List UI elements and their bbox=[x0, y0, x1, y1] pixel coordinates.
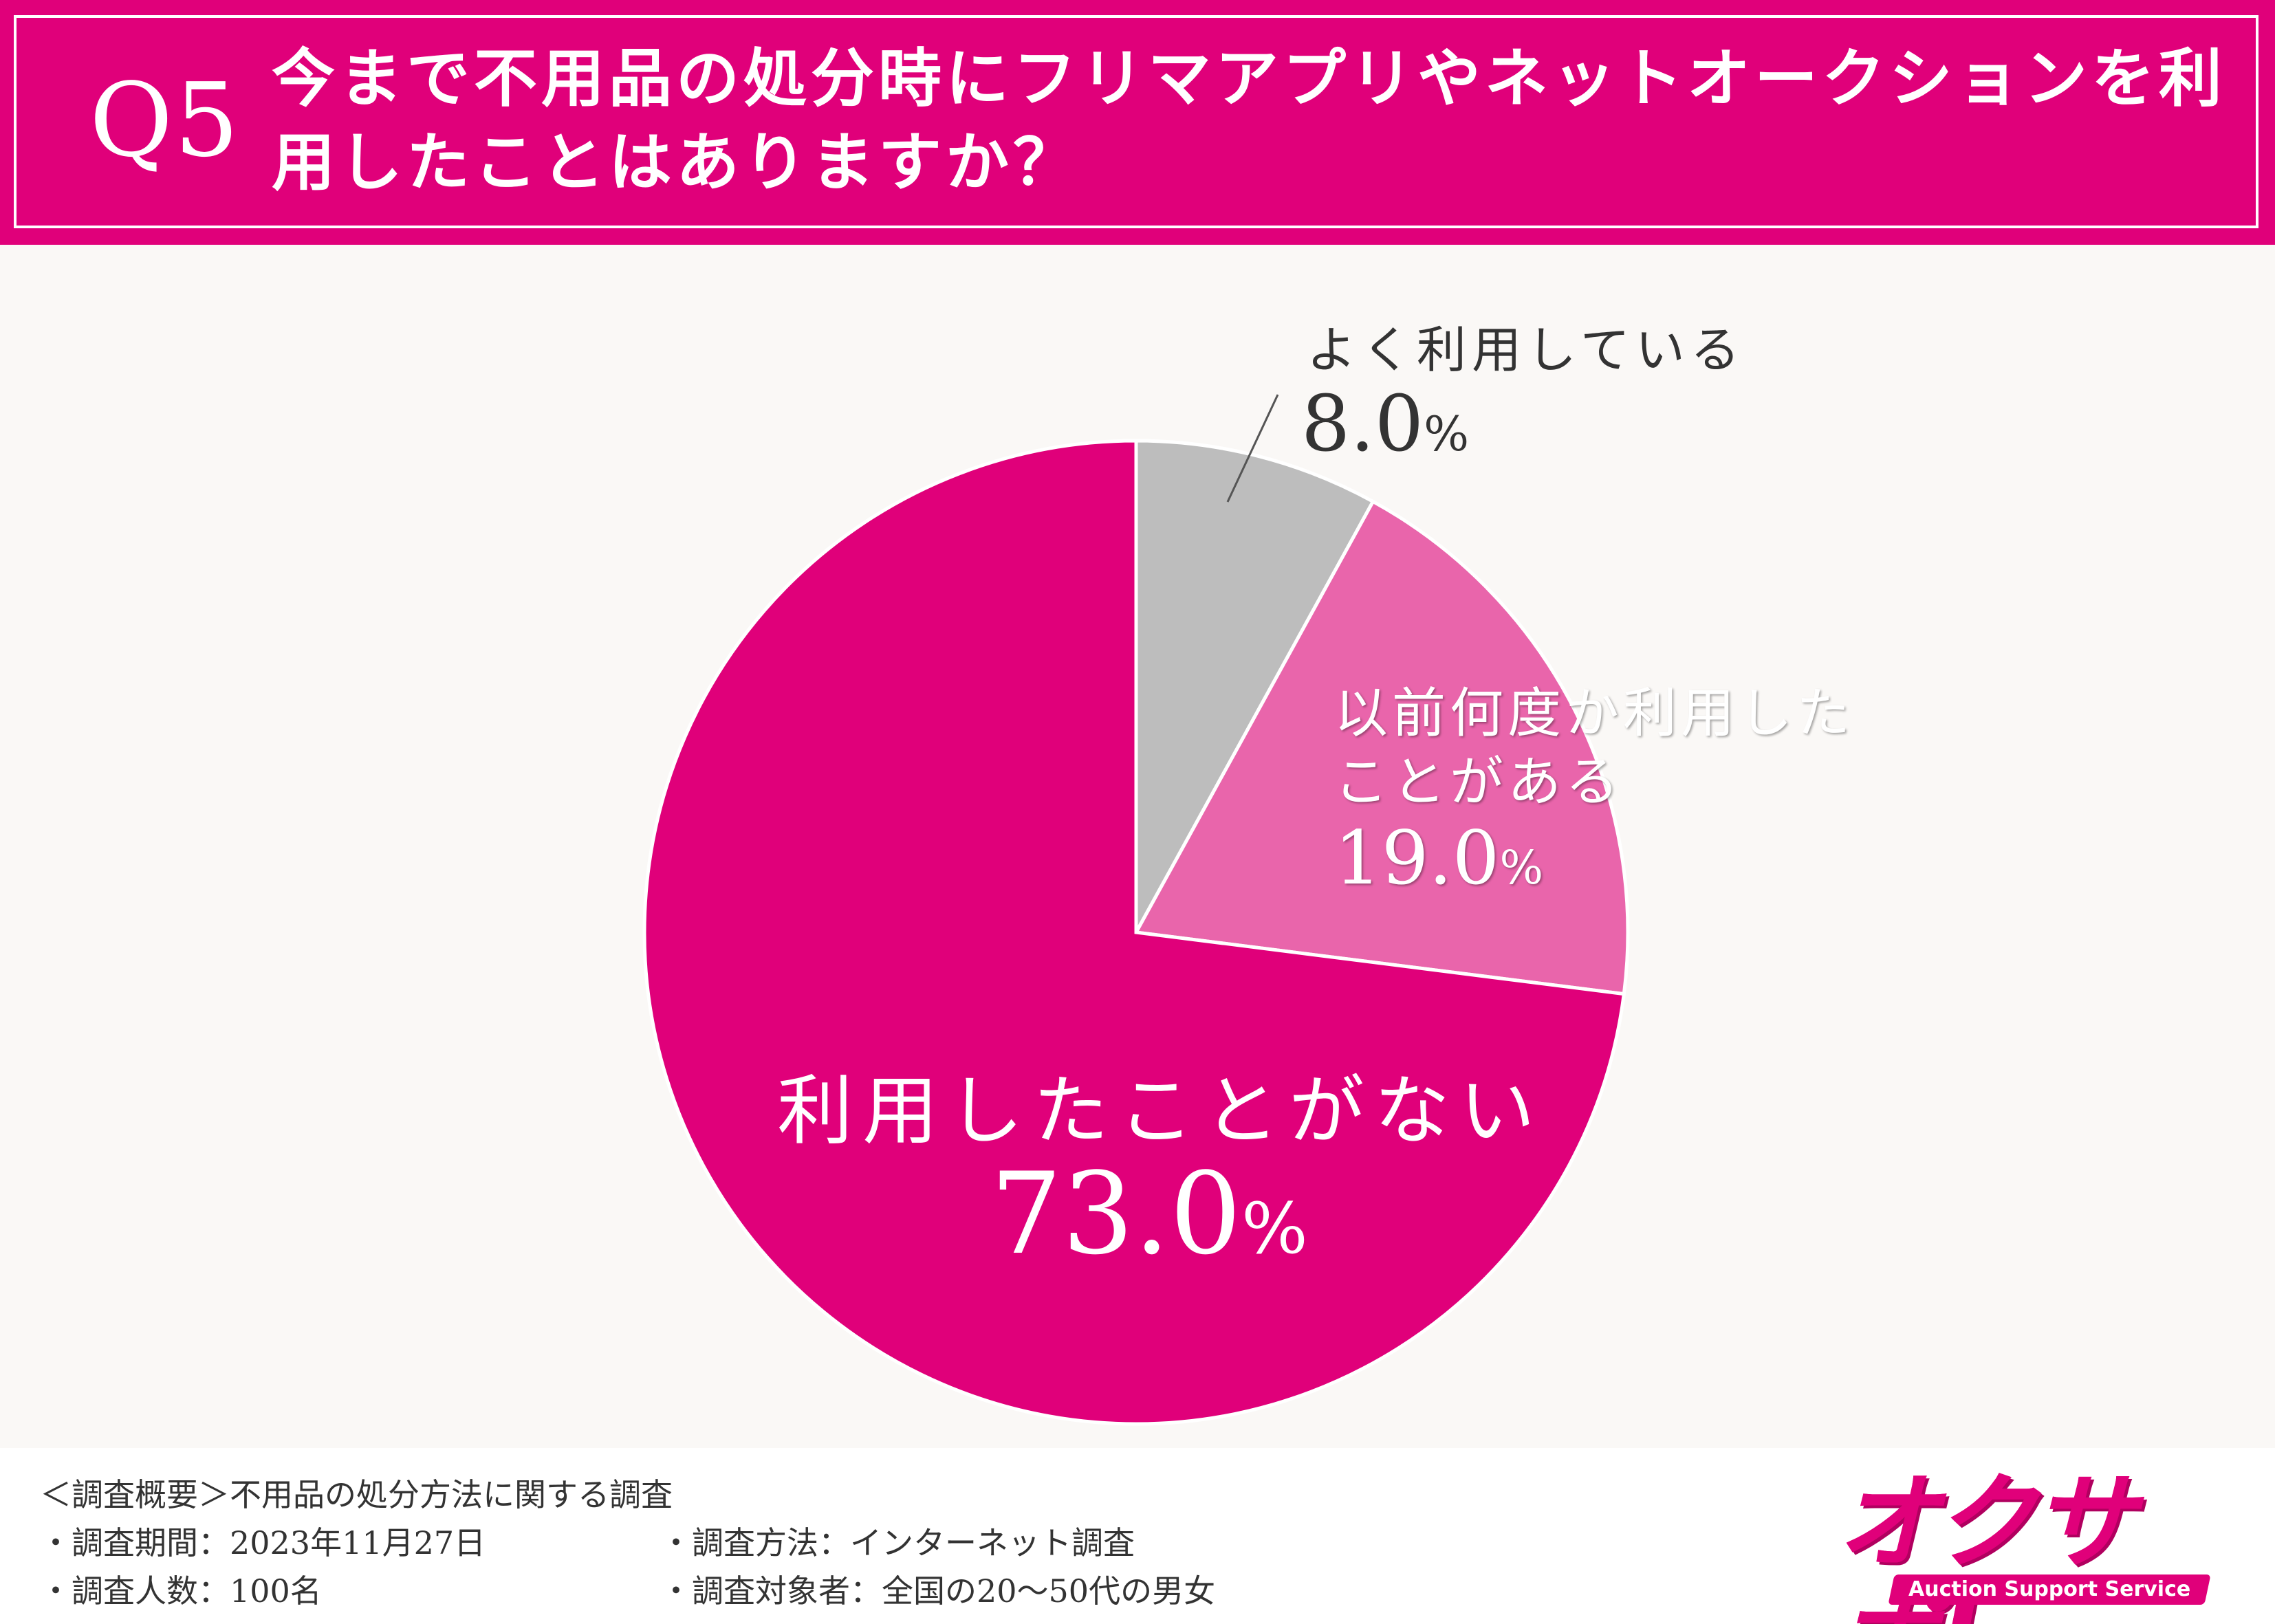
survey-target: ・調査対象者：全国の20〜50代の男女 bbox=[660, 1572, 1216, 1610]
survey-period: ・調査期間：2023年11月27日 bbox=[40, 1524, 486, 1561]
slice-value-before: 19.0% bbox=[1334, 815, 1543, 901]
pie-slice-often bbox=[1134, 439, 1375, 934]
pie-slice-never bbox=[642, 439, 1626, 1426]
slice-label-never: 利用したことがない bbox=[777, 1067, 1545, 1155]
slice-value-often-unit: % bbox=[1424, 407, 1470, 462]
slice-value-often: 8.0% bbox=[1301, 380, 1469, 469]
survey-summary: ＜調査概要＞不用品の処分方法に関する調査 bbox=[40, 1476, 673, 1513]
pie-slices bbox=[642, 394, 1630, 1426]
slice-value-before-number: 19.0 bbox=[1334, 815, 1500, 901]
brand-logo: オクサポ! Auction Support Service bbox=[1822, 1462, 2221, 1624]
pie-slice-before bbox=[1133, 499, 1630, 996]
slice-value-never: 73.0% bbox=[990, 1148, 1308, 1280]
header-frame bbox=[14, 15, 2258, 228]
logo-tagline: Auction Support Service bbox=[1888, 1574, 2211, 1605]
slice-value-before-unit: % bbox=[1499, 841, 1544, 895]
leader-line-often bbox=[1226, 394, 1279, 503]
question-header: Q5 今まで不用品の処分時にフリマアプリやネットオークションを利用したことはあり… bbox=[0, 0, 2275, 245]
logo-tagline-text: Auction Support Service bbox=[1908, 1577, 2191, 1601]
survey-method: ・調査方法：インターネット調査 bbox=[660, 1524, 1135, 1561]
slice-label-before: 以前何度か利用したことがある bbox=[1334, 683, 1855, 813]
survey-count: ・調査人数：100名 bbox=[40, 1572, 322, 1610]
slice-value-often-number: 8.0 bbox=[1301, 380, 1424, 469]
slice-label-often: よく利用している bbox=[1307, 321, 1745, 379]
question-text: 今まで不用品の処分時にフリマアプリやネットオークションを利用したことはありますか… bbox=[272, 42, 2227, 199]
slice-value-never-number: 73.0 bbox=[990, 1148, 1242, 1280]
question-number: Q5 bbox=[89, 61, 241, 179]
slice-value-never-unit: % bbox=[1241, 1188, 1308, 1269]
